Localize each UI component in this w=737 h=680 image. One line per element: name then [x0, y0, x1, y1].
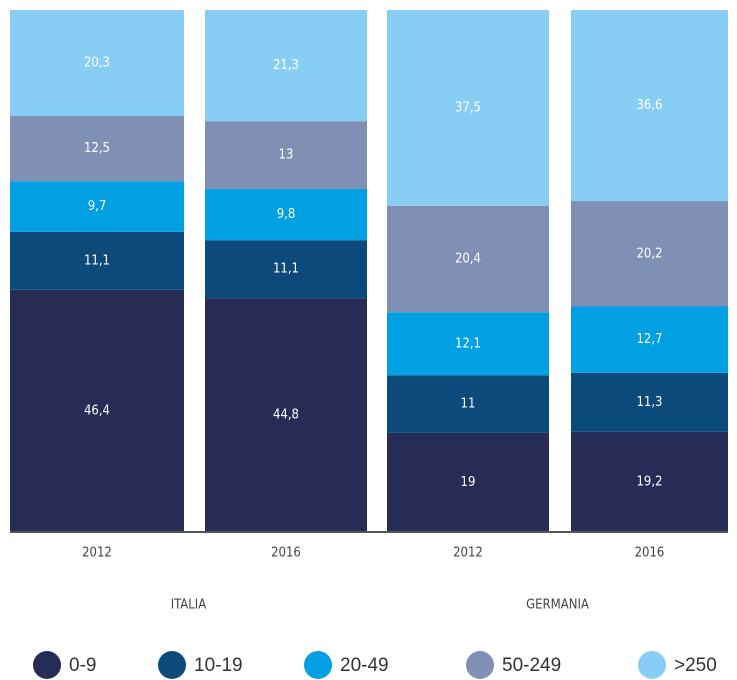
- legend-swatch: [466, 651, 494, 679]
- data-label: 20,4: [455, 251, 481, 266]
- bar-segment: [571, 372, 728, 432]
- bar-segment: [387, 375, 549, 433]
- data-label: 20,2: [636, 246, 662, 261]
- bar-segment: [387, 205, 549, 313]
- x-tick-label: 2016: [635, 546, 665, 561]
- bar-segment: [571, 306, 728, 373]
- data-label: 11,1: [273, 262, 299, 277]
- legend-label: 0-9: [69, 655, 96, 676]
- bar-segment: [10, 181, 184, 232]
- data-label: 11,3: [636, 395, 662, 410]
- bar-segment: [571, 431, 728, 532]
- data-label: 12,1: [455, 336, 481, 351]
- bar-segment: [571, 201, 728, 307]
- legend-swatch: [33, 651, 61, 679]
- bar-segment: [10, 231, 184, 290]
- data-label: 37,5: [455, 100, 481, 115]
- legend-swatch: [638, 651, 666, 679]
- legend-label: 10-19: [194, 655, 243, 676]
- data-label: 21,3: [273, 58, 299, 73]
- legend-swatch: [304, 651, 332, 679]
- legend-label: 50-249: [502, 655, 561, 676]
- data-label: 20,3: [84, 55, 110, 70]
- bar-segment: [387, 432, 549, 532]
- data-label: 19: [461, 475, 476, 490]
- bar-segment: [10, 115, 184, 182]
- data-label: 19,2: [636, 474, 662, 489]
- bar-segment: [205, 121, 367, 190]
- bar-segment: [10, 289, 184, 532]
- group-label: GERMANIA: [526, 598, 589, 613]
- data-label: 36,6: [636, 98, 662, 113]
- data-label: 9,7: [88, 199, 107, 214]
- data-label: 46,4: [84, 403, 110, 418]
- x-tick-label: 2016: [271, 546, 301, 561]
- data-label: 12,5: [84, 141, 110, 156]
- bar-segment: [205, 240, 367, 299]
- legend-label: 20-49: [340, 655, 389, 676]
- data-label: 9,8: [277, 207, 296, 222]
- bar-segment: [387, 10, 549, 206]
- data-label: 11,1: [84, 253, 110, 268]
- bar-segment: [205, 189, 367, 241]
- group-label: ITALIA: [171, 598, 207, 613]
- data-label: 44,8: [273, 408, 299, 423]
- x-tick-label: 2012: [82, 546, 112, 561]
- legend-label: >250: [674, 655, 717, 676]
- data-label: 11: [461, 397, 476, 412]
- data-label: 12,7: [636, 332, 662, 347]
- x-tick-label: 2012: [453, 546, 483, 561]
- bar-segment: [571, 10, 728, 202]
- bar-segment: [205, 10, 367, 122]
- bar-segment: [10, 10, 184, 116]
- bar-segment: [205, 298, 367, 532]
- legend-swatch: [158, 651, 186, 679]
- bar-segment: [387, 312, 549, 376]
- data-label: 13: [279, 148, 294, 163]
